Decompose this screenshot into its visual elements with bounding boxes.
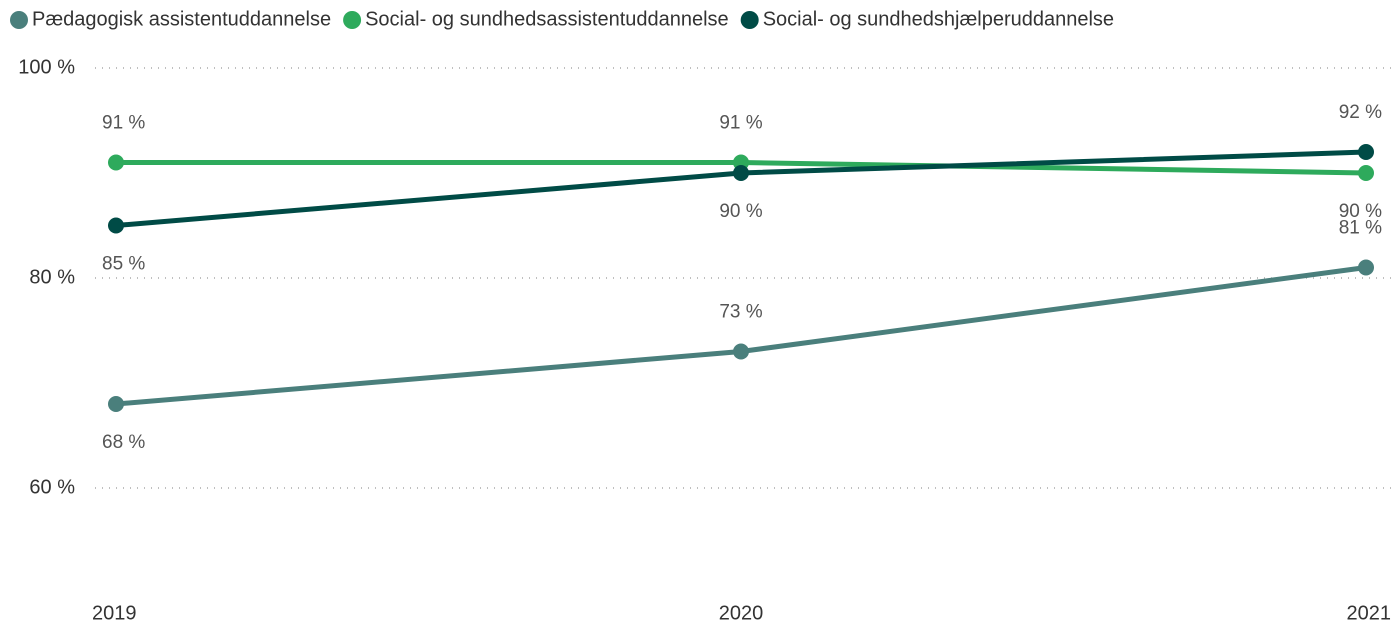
value-label: 81 % <box>1339 218 1382 239</box>
x-tick-label: 2019 <box>92 602 137 624</box>
y-tick-label: 60 % <box>29 476 75 498</box>
value-label: 90 % <box>1339 201 1382 222</box>
legend-marker <box>740 11 759 29</box>
series-line <box>115 265 1367 407</box>
value-label: 92 % <box>1339 102 1382 123</box>
point <box>108 154 124 171</box>
value-label: 68 % <box>102 432 145 453</box>
value-label: 73 % <box>719 302 762 323</box>
y-tick-label: 100 % <box>18 56 75 78</box>
point <box>108 217 124 234</box>
legend-label: Pædagogisk assistentuddannelse <box>32 8 331 30</box>
point <box>733 343 749 360</box>
x-tick-label: 2021 <box>1347 602 1392 624</box>
value-label: 91 % <box>102 113 145 134</box>
value-label: 90 % <box>719 201 762 222</box>
point <box>108 396 124 412</box>
legend-marker <box>343 11 362 29</box>
legend-label: Social- og sundhedshjælperuddannelse <box>763 8 1114 30</box>
point <box>1358 259 1374 276</box>
x-tick-label: 2020 <box>719 602 764 624</box>
point <box>733 165 749 181</box>
value-label: 91 % <box>719 113 762 134</box>
point <box>1358 165 1374 181</box>
legend-marker <box>10 11 28 29</box>
value-label: 85 % <box>102 254 145 275</box>
point <box>1358 144 1374 160</box>
legend-label: Social- og sundhedsassistentuddannelse <box>365 8 729 30</box>
y-tick-label: 80 % <box>29 266 75 288</box>
